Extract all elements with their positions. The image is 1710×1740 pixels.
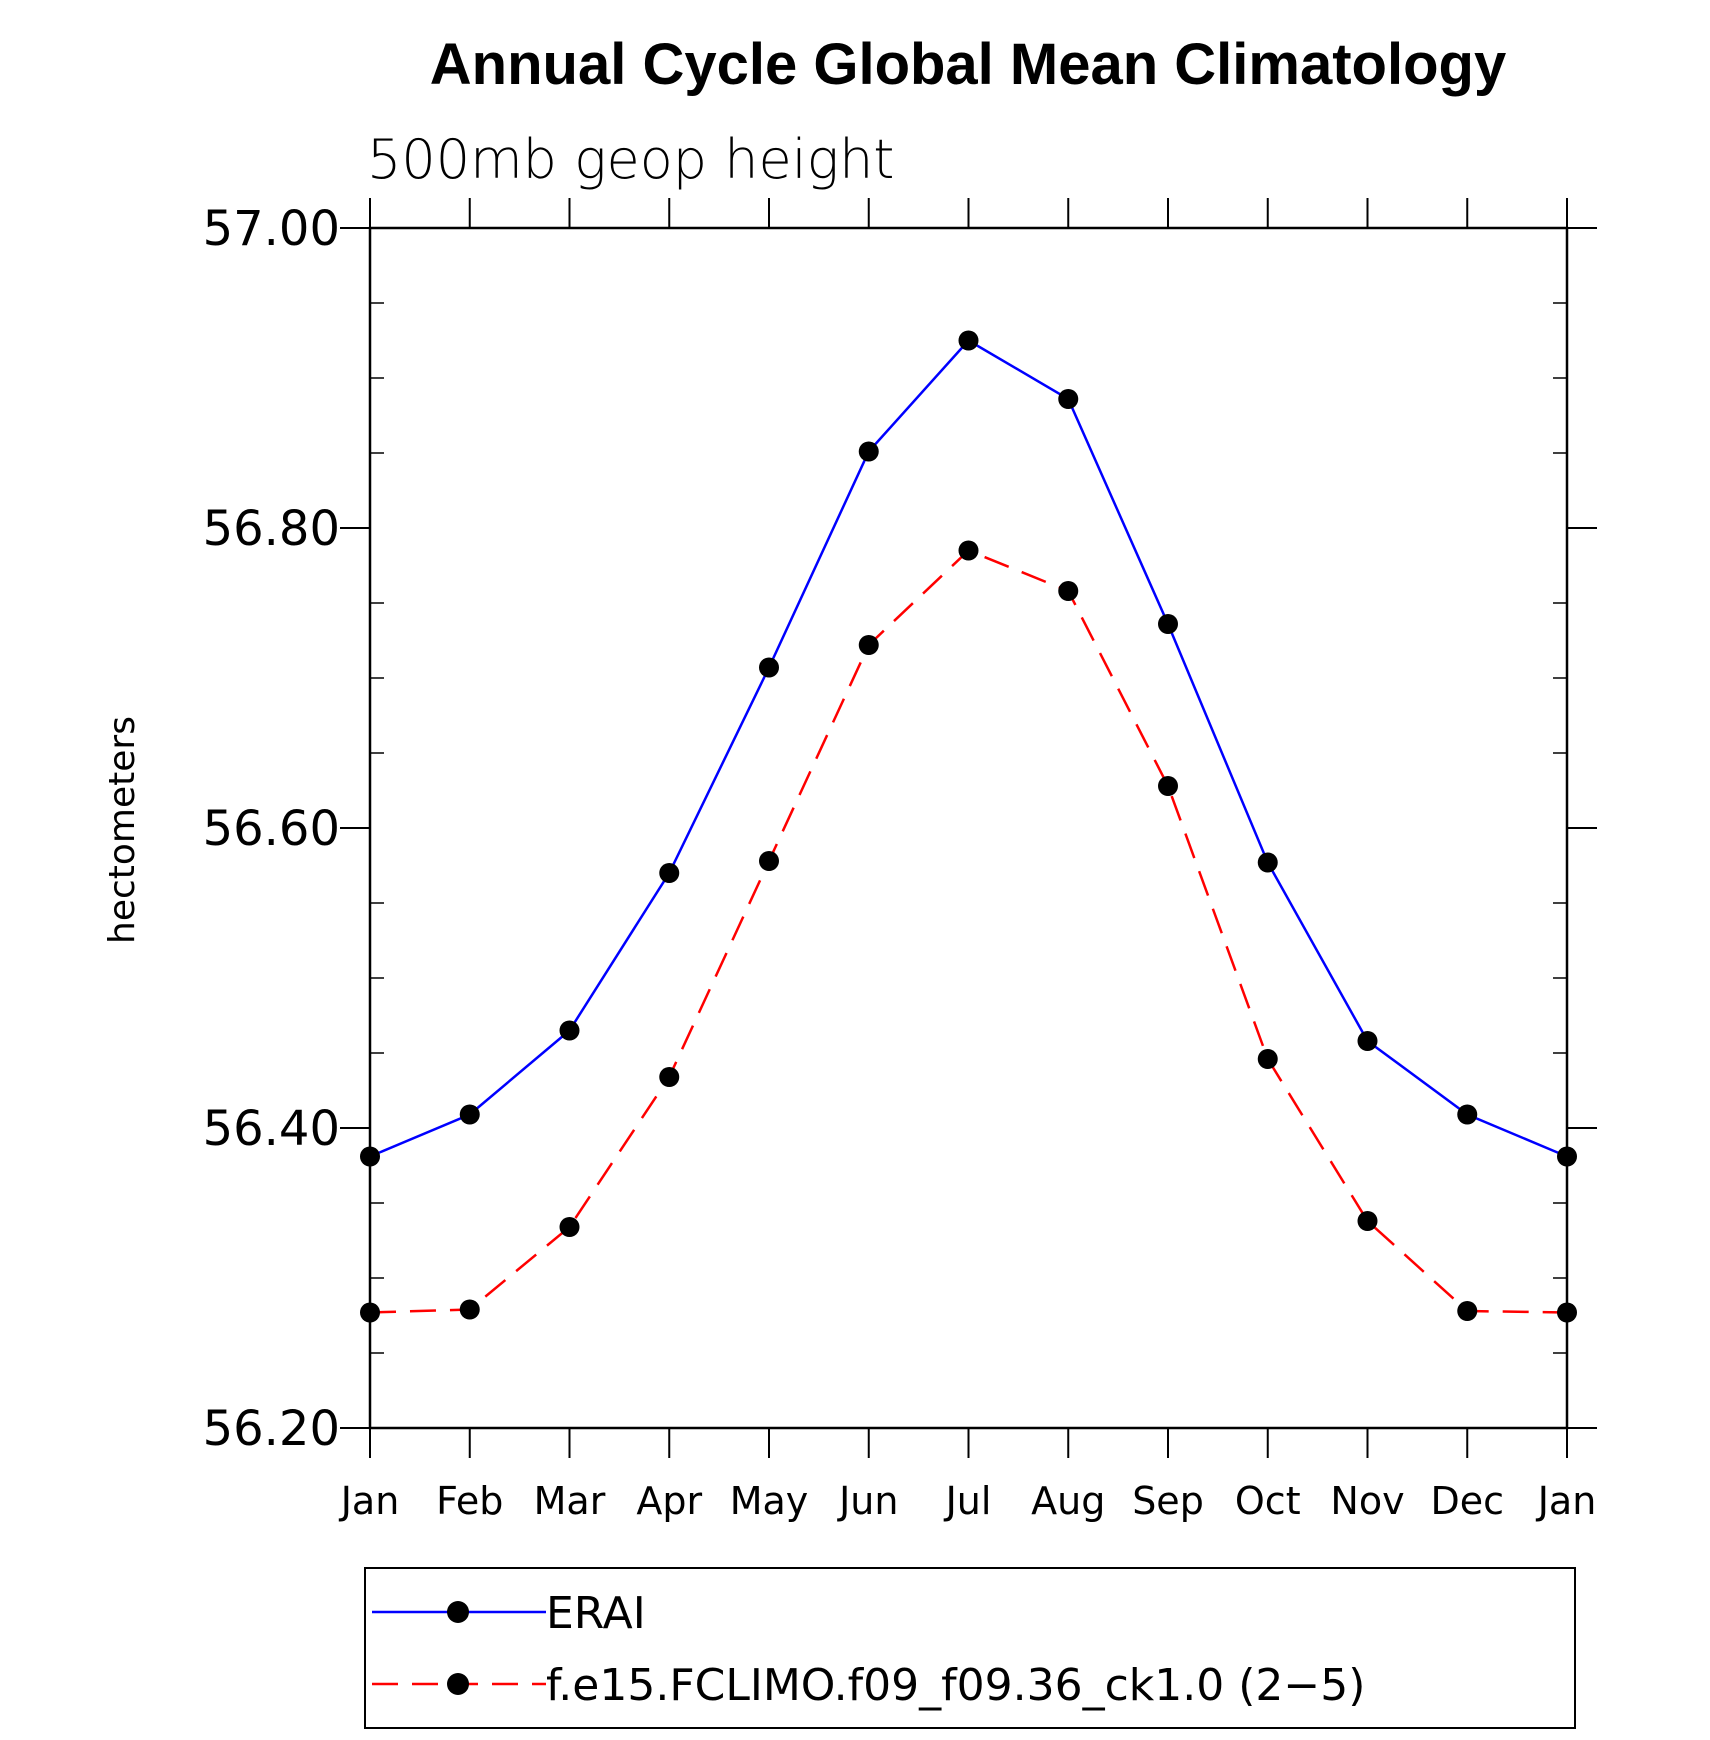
legend-marker-model <box>447 1673 469 1695</box>
data-point <box>1557 1146 1577 1167</box>
axes: 56.20 56.40 56.60 56.80 57.00 Jan Feb Mar Apr May… <box>203 198 1597 1523</box>
plot-frame <box>368 226 1569 1430</box>
data-point <box>360 1146 380 1167</box>
data-point <box>858 441 879 462</box>
legend-label-erai: ERAI <box>546 1588 646 1639</box>
data-point <box>1058 581 1079 601</box>
y-tick-label: 56.60 <box>203 801 340 857</box>
chart-title: Annual Cycle Global Mean Climatology <box>430 32 1506 97</box>
series-layer <box>360 330 1577 1323</box>
data-point <box>1357 1211 1378 1231</box>
y-tick-label: 56.40 <box>203 1101 340 1157</box>
y-axis-label: hectometers <box>102 716 143 944</box>
series-line <box>369 338 1568 1158</box>
x-tick-label: Jun <box>837 1479 898 1523</box>
y-tick-label: 56.80 <box>203 501 340 557</box>
data-point <box>858 635 879 655</box>
y-tick-label: 56.20 <box>203 1401 340 1457</box>
data-point <box>360 1302 380 1323</box>
data-point <box>1457 1301 1478 1321</box>
data-point <box>459 1299 480 1320</box>
legend-label-model: f.e15.FCLIMO.f09_f09.36_ck1.0 (2−5) <box>546 1660 1365 1711</box>
data-point <box>958 330 979 351</box>
series-line <box>369 549 1568 1314</box>
data-point <box>1058 389 1079 409</box>
series-1 <box>360 540 1577 1323</box>
x-tick-label: Dec <box>1430 1479 1504 1523</box>
data-point <box>759 851 779 871</box>
data-point <box>1557 1302 1577 1323</box>
data-point <box>659 863 680 883</box>
x-tick-label: Nov <box>1330 1479 1404 1523</box>
data-point <box>1457 1104 1478 1125</box>
data-point <box>1158 614 1178 634</box>
data-point <box>759 657 779 678</box>
y-tick-label: 57.00 <box>203 201 340 257</box>
x-tick-label: Jan <box>339 1479 400 1523</box>
x-tick-label: Jul <box>944 1479 992 1523</box>
data-point <box>659 1067 680 1087</box>
x-tick-label: May <box>730 1479 809 1523</box>
x-tick-label: Jan <box>1536 1479 1597 1523</box>
series-0 <box>360 330 1577 1167</box>
legend-marker-erai <box>447 1601 469 1623</box>
x-tick-label: Aug <box>1031 1479 1105 1523</box>
data-point <box>1158 776 1178 796</box>
legend: ERAI f.e15.FCLIMO.f09_f09.36_ck1.0 (2−5) <box>364 1567 1576 1729</box>
x-tick-label: Mar <box>534 1479 606 1523</box>
data-point <box>559 1217 580 1237</box>
data-point <box>459 1104 480 1125</box>
data-point <box>1257 852 1278 873</box>
chart-subtitle: 500mb geop height <box>367 128 894 191</box>
data-point <box>559 1020 580 1041</box>
data-point <box>1357 1031 1378 1051</box>
legend-box <box>364 1567 1576 1729</box>
x-tick-label: Feb <box>436 1479 503 1523</box>
x-tick-label: Sep <box>1132 1479 1204 1523</box>
x-tick-label: Apr <box>636 1479 702 1523</box>
data-point <box>958 540 979 561</box>
x-tick-label: Oct <box>1235 1479 1301 1523</box>
data-point <box>1257 1049 1278 1069</box>
